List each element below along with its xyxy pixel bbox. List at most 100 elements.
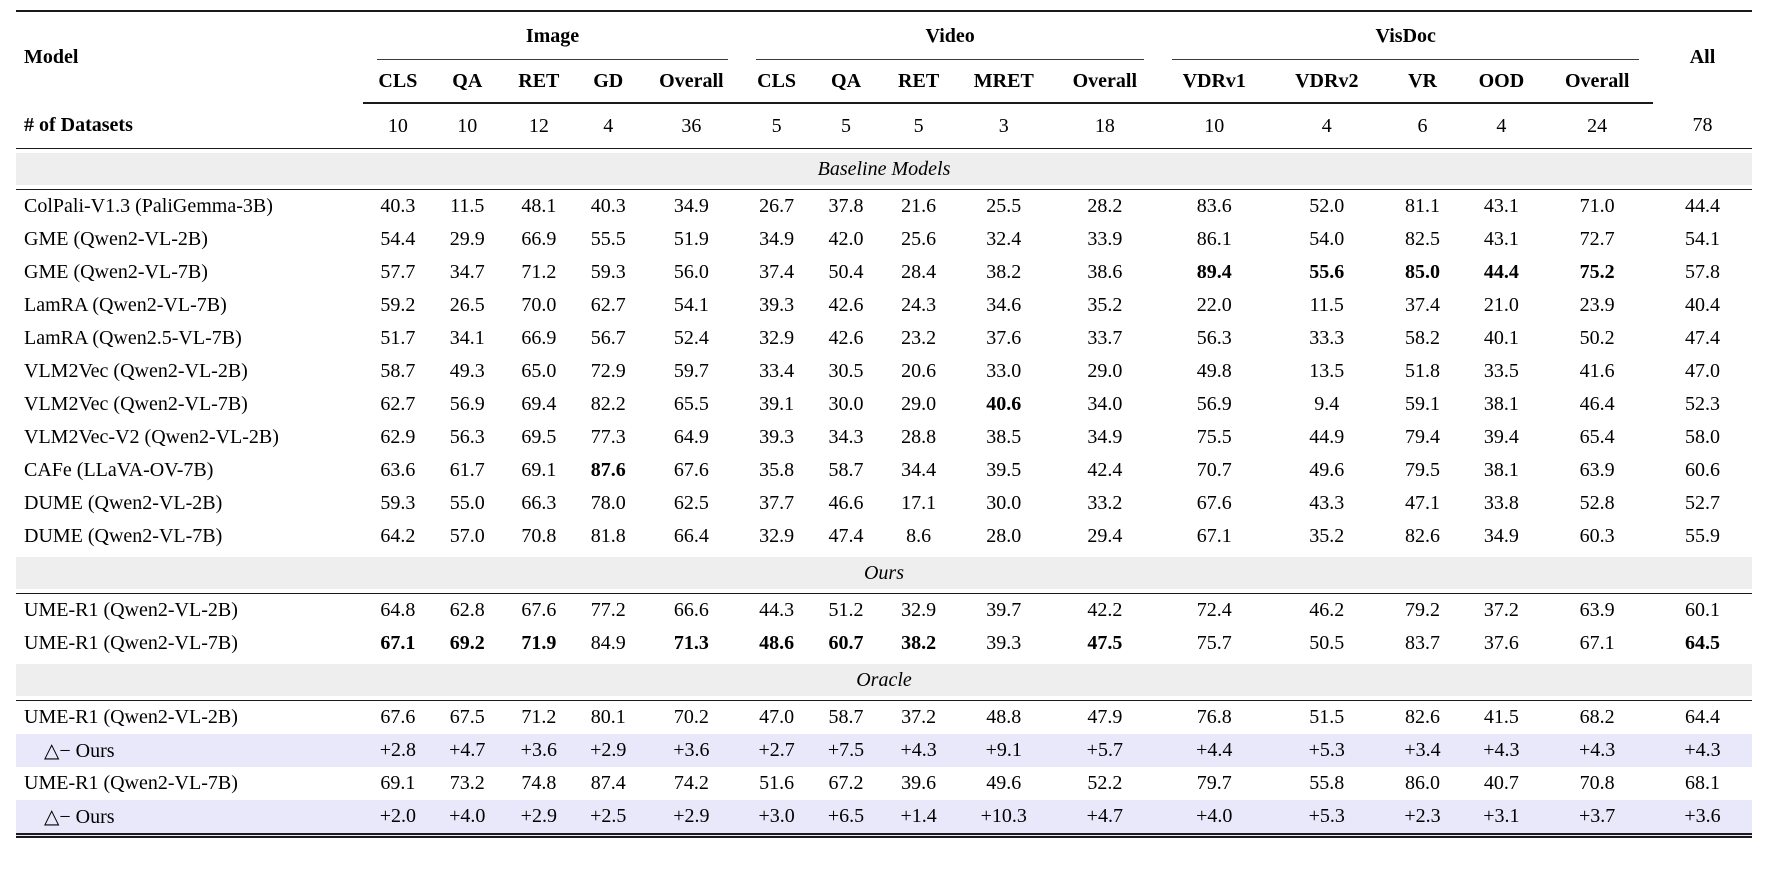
delta-cell: +6.5 <box>811 800 881 836</box>
score-cell: 87.6 <box>590 459 626 481</box>
score-cell: 47.0 <box>1684 360 1720 382</box>
score-cell: 13.5 <box>1309 360 1345 382</box>
score-cell: 60.7 <box>828 632 864 654</box>
score-cell: 50.4 <box>828 261 864 283</box>
score-cell: 72.4 <box>1196 599 1232 621</box>
score-cell: 38.5 <box>986 426 1022 448</box>
score-cell: 69.4 <box>521 393 557 415</box>
model-name: DUME (Qwen2-VL-2B) <box>24 492 223 514</box>
score-cell: 40.4 <box>1684 294 1720 316</box>
delta-cell: +3.6 <box>1652 800 1752 836</box>
score-cell: 39.6 <box>901 772 937 794</box>
score-cell: 68.1 <box>1684 772 1720 794</box>
score-cell: 56.3 <box>449 426 485 448</box>
score-cell: 38.6 <box>1087 261 1123 283</box>
score-cell: 67.6 <box>1196 492 1232 514</box>
model-name: VLM2Vec (Qwen2-VL-2B) <box>24 360 248 382</box>
score-cell: 65.4 <box>1579 426 1615 448</box>
results-table-container: Model Image Video VisDoc All CLS QA RET GD O… <box>16 10 1752 838</box>
score-cell: 75.7 <box>1196 632 1232 654</box>
score-cell: 49.6 <box>1309 459 1345 481</box>
model-name: DUME (Qwen2-VL-7B) <box>24 525 223 547</box>
model-result-row: UME-R1 (Qwen2-VL-2B) 64.8 62.8 67.6 77.2 66.6… <box>16 594 1752 628</box>
score-cell: 47.9 <box>1087 706 1123 728</box>
score-cell: 48.1 <box>521 195 557 217</box>
score-cell: 67.1 <box>1579 632 1615 654</box>
score-cell: 30.0 <box>986 492 1022 514</box>
score-cell: 76.8 <box>1196 706 1232 728</box>
benchmark-results-table: Model Image Video VisDoc All CLS QA RET GD O… <box>16 10 1752 838</box>
dataset-count-cell: 4 <box>1269 103 1384 149</box>
score-cell: 23.9 <box>1579 294 1615 316</box>
model-result-row: CAFe (LLaVA-OV-7B) 63.6 61.7 69.1 87.6 67.6 35… <box>16 454 1752 487</box>
score-cell: 68.2 <box>1579 706 1615 728</box>
model-result-row: LamRA (Qwen2-VL-7B) 59.2 26.5 70.0 62.7 54.1 3… <box>16 289 1752 322</box>
score-cell: 51.9 <box>673 228 709 250</box>
delta-cell: +3.0 <box>741 800 812 836</box>
score-cell: 83.6 <box>1196 195 1232 217</box>
score-cell: 70.8 <box>1579 772 1615 794</box>
delta-cell: +2.9 <box>640 800 742 836</box>
model-name: VLM2Vec-V2 (Qwen2-VL-2B) <box>24 426 279 448</box>
score-cell: 29.4 <box>1087 525 1123 547</box>
score-cell: 75.5 <box>1196 426 1232 448</box>
score-cell: 39.7 <box>986 599 1022 621</box>
subcolumn-header: RET <box>880 60 957 104</box>
model-name: ColPali-V1.3 (PaliGemma-3B) <box>24 195 273 217</box>
score-cell: 85.0 <box>1405 261 1441 283</box>
score-cell: 42.2 <box>1087 599 1123 621</box>
delta-cell: +2.0 <box>363 800 433 836</box>
score-cell: 39.3 <box>986 632 1022 654</box>
subcolumn-header: MRET <box>956 60 1052 104</box>
score-cell: 52.7 <box>1684 492 1720 514</box>
score-cell: 83.7 <box>1405 632 1441 654</box>
score-cell: 66.4 <box>673 525 709 547</box>
score-cell: 72.7 <box>1579 228 1615 250</box>
score-cell: 43.1 <box>1483 195 1519 217</box>
score-cell: 34.9 <box>673 195 709 217</box>
score-cell: 47.5 <box>1087 632 1123 654</box>
model-result-row: UME-R1 (Qwen2-VL-2B) 67.6 67.5 71.2 80.1 70.2… <box>16 701 1752 735</box>
score-cell: 29.0 <box>1087 360 1123 382</box>
delta-cell: +4.3 <box>1541 734 1653 767</box>
score-cell: 32.9 <box>759 327 795 349</box>
score-cell: 67.6 <box>673 459 709 481</box>
score-cell: 37.6 <box>986 327 1022 349</box>
subcolumn-header: RET <box>502 60 576 104</box>
score-cell: 35.2 <box>1309 525 1345 547</box>
dataset-count-cell: 24 <box>1541 103 1653 149</box>
score-cell: 38.2 <box>901 632 937 654</box>
score-cell: 29.0 <box>901 393 937 415</box>
score-cell: 26.5 <box>449 294 485 316</box>
dataset-count-cell: 4 <box>575 103 641 149</box>
score-cell: 8.6 <box>906 525 932 547</box>
score-cell: 28.8 <box>901 426 937 448</box>
score-cell: 87.4 <box>590 772 626 794</box>
score-cell: 62.8 <box>449 599 485 621</box>
score-cell: 38.2 <box>986 261 1022 283</box>
score-cell: 60.3 <box>1579 525 1615 547</box>
subcolumn-header: GD <box>575 60 641 104</box>
group-header-row: Model Image Video VisDoc All <box>16 11 1752 69</box>
score-cell: 67.1 <box>1196 525 1232 547</box>
delta-cell: +2.5 <box>575 800 641 836</box>
model-result-row: VLM2Vec (Qwen2-VL-7B) 62.7 56.9 69.4 82.2 65.… <box>16 388 1752 421</box>
score-cell: 63.9 <box>1579 599 1615 621</box>
score-cell: 80.1 <box>590 706 626 728</box>
score-cell: 72.9 <box>590 360 626 382</box>
score-cell: 38.1 <box>1483 459 1519 481</box>
score-cell: 24.3 <box>901 294 937 316</box>
score-cell: 56.3 <box>1196 327 1232 349</box>
subcolumn-header: VDRv1 <box>1158 60 1270 104</box>
model-name: UME-R1 (Qwen2-VL-7B) <box>24 632 238 654</box>
score-cell: 48.8 <box>986 706 1022 728</box>
score-cell: 33.0 <box>986 360 1022 382</box>
score-cell: 55.9 <box>1684 525 1720 547</box>
score-cell: 78.0 <box>590 492 626 514</box>
delta-cell: +7.5 <box>811 734 881 767</box>
score-cell: 33.7 <box>1087 327 1123 349</box>
model-result-row: GME (Qwen2-VL-7B) 57.7 34.7 71.2 59.3 56.0 37.… <box>16 256 1752 289</box>
score-cell: 70.8 <box>521 525 557 547</box>
score-cell: 48.6 <box>759 632 795 654</box>
score-cell: 79.2 <box>1405 599 1441 621</box>
